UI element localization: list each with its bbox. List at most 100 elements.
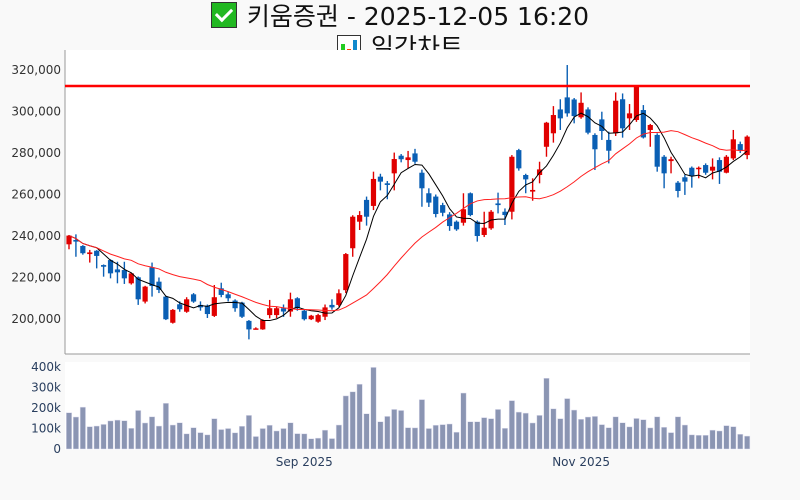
candle-body [502,211,508,216]
candle-body [523,175,529,180]
volume-bar [640,419,647,450]
candle [121,261,127,284]
y-tick-label: 280,000 [11,146,61,160]
candle [211,284,217,317]
candle-body [571,99,577,117]
candle [135,276,141,305]
volume-bar [391,409,398,450]
candle [640,105,646,139]
volume-bar [100,424,107,450]
volume-bar [432,424,439,450]
candle-body [253,328,259,330]
volume-bar [585,416,591,450]
candle-body [391,159,397,174]
volume-bar [398,410,405,450]
volume-bar [446,423,453,450]
volume-bar [529,422,536,450]
volume-bar [412,427,418,450]
candle-body [121,270,127,279]
candle-body [211,297,217,316]
volume-bar [488,418,495,450]
candle [370,171,377,211]
volume-bar [571,409,578,450]
candle [440,202,446,217]
candle-body [744,136,750,156]
volume-bar [370,367,377,450]
candle [246,320,252,340]
volume-bar [543,378,550,450]
candle [474,220,480,242]
candle-body [626,113,633,119]
candle [433,194,439,218]
volume-bar [315,437,322,450]
volume-bar [502,428,508,450]
volume-bar [266,424,273,450]
volume-bar [695,435,702,450]
volume-bar [79,406,86,450]
candle [696,166,702,179]
candle-body [516,150,522,169]
candle-body [633,86,640,121]
y-tick-label: 200,000 [11,312,61,326]
candle-body [177,304,183,310]
candle [412,148,418,164]
volume-bar [405,427,412,450]
candle-body [239,302,245,317]
volume-y-tick-label: 300k [31,381,61,395]
candle-body [107,260,114,274]
volume-bar [425,428,432,450]
volume-bar [225,428,232,450]
candle-body [66,235,72,245]
candle [668,156,674,174]
candle [419,169,425,207]
volume-bar [176,422,183,450]
y-tick-label: 320,000 [11,63,61,77]
candle-body [640,110,646,138]
check-mark-icon [210,2,237,28]
y-tick-label: 220,000 [11,271,61,285]
volume-bar [460,392,467,450]
candle-body [315,315,321,322]
volume-bar [737,433,744,450]
volume-bar [578,419,585,450]
candle [128,272,134,285]
volume-bar [744,435,751,450]
candle [453,220,460,231]
candle [460,193,467,226]
volume-bar [252,436,259,450]
volume-bar [128,428,135,450]
candle [384,181,390,200]
candle-body [606,139,612,151]
candle-body [260,320,266,330]
candle [654,133,660,172]
candle-body [343,254,349,291]
candle [550,106,556,143]
candle [107,259,114,279]
volume-y-tick-label: 400k [31,360,61,374]
candle-body [405,157,411,161]
candle-body [696,167,702,170]
candle [294,297,300,311]
candle-body [723,156,729,173]
candle-body [474,221,480,237]
candle-body [530,189,536,192]
x-tick-label: Sep 2025 [276,455,333,469]
volume-bar [661,427,668,450]
candle-body [716,160,723,172]
candle [218,282,224,298]
volume-bar [598,424,605,450]
candle-body [730,139,736,159]
candle [620,93,626,138]
candle-body [363,199,370,217]
candle [363,196,370,226]
candle [564,65,570,117]
volume-bar [439,424,446,450]
volume-bar [211,418,218,450]
candle [647,123,653,147]
candle [315,313,321,323]
candle-body [654,134,660,167]
candle [592,133,598,171]
candle [377,173,383,191]
candle-body [170,309,176,323]
candle-body [543,122,550,147]
